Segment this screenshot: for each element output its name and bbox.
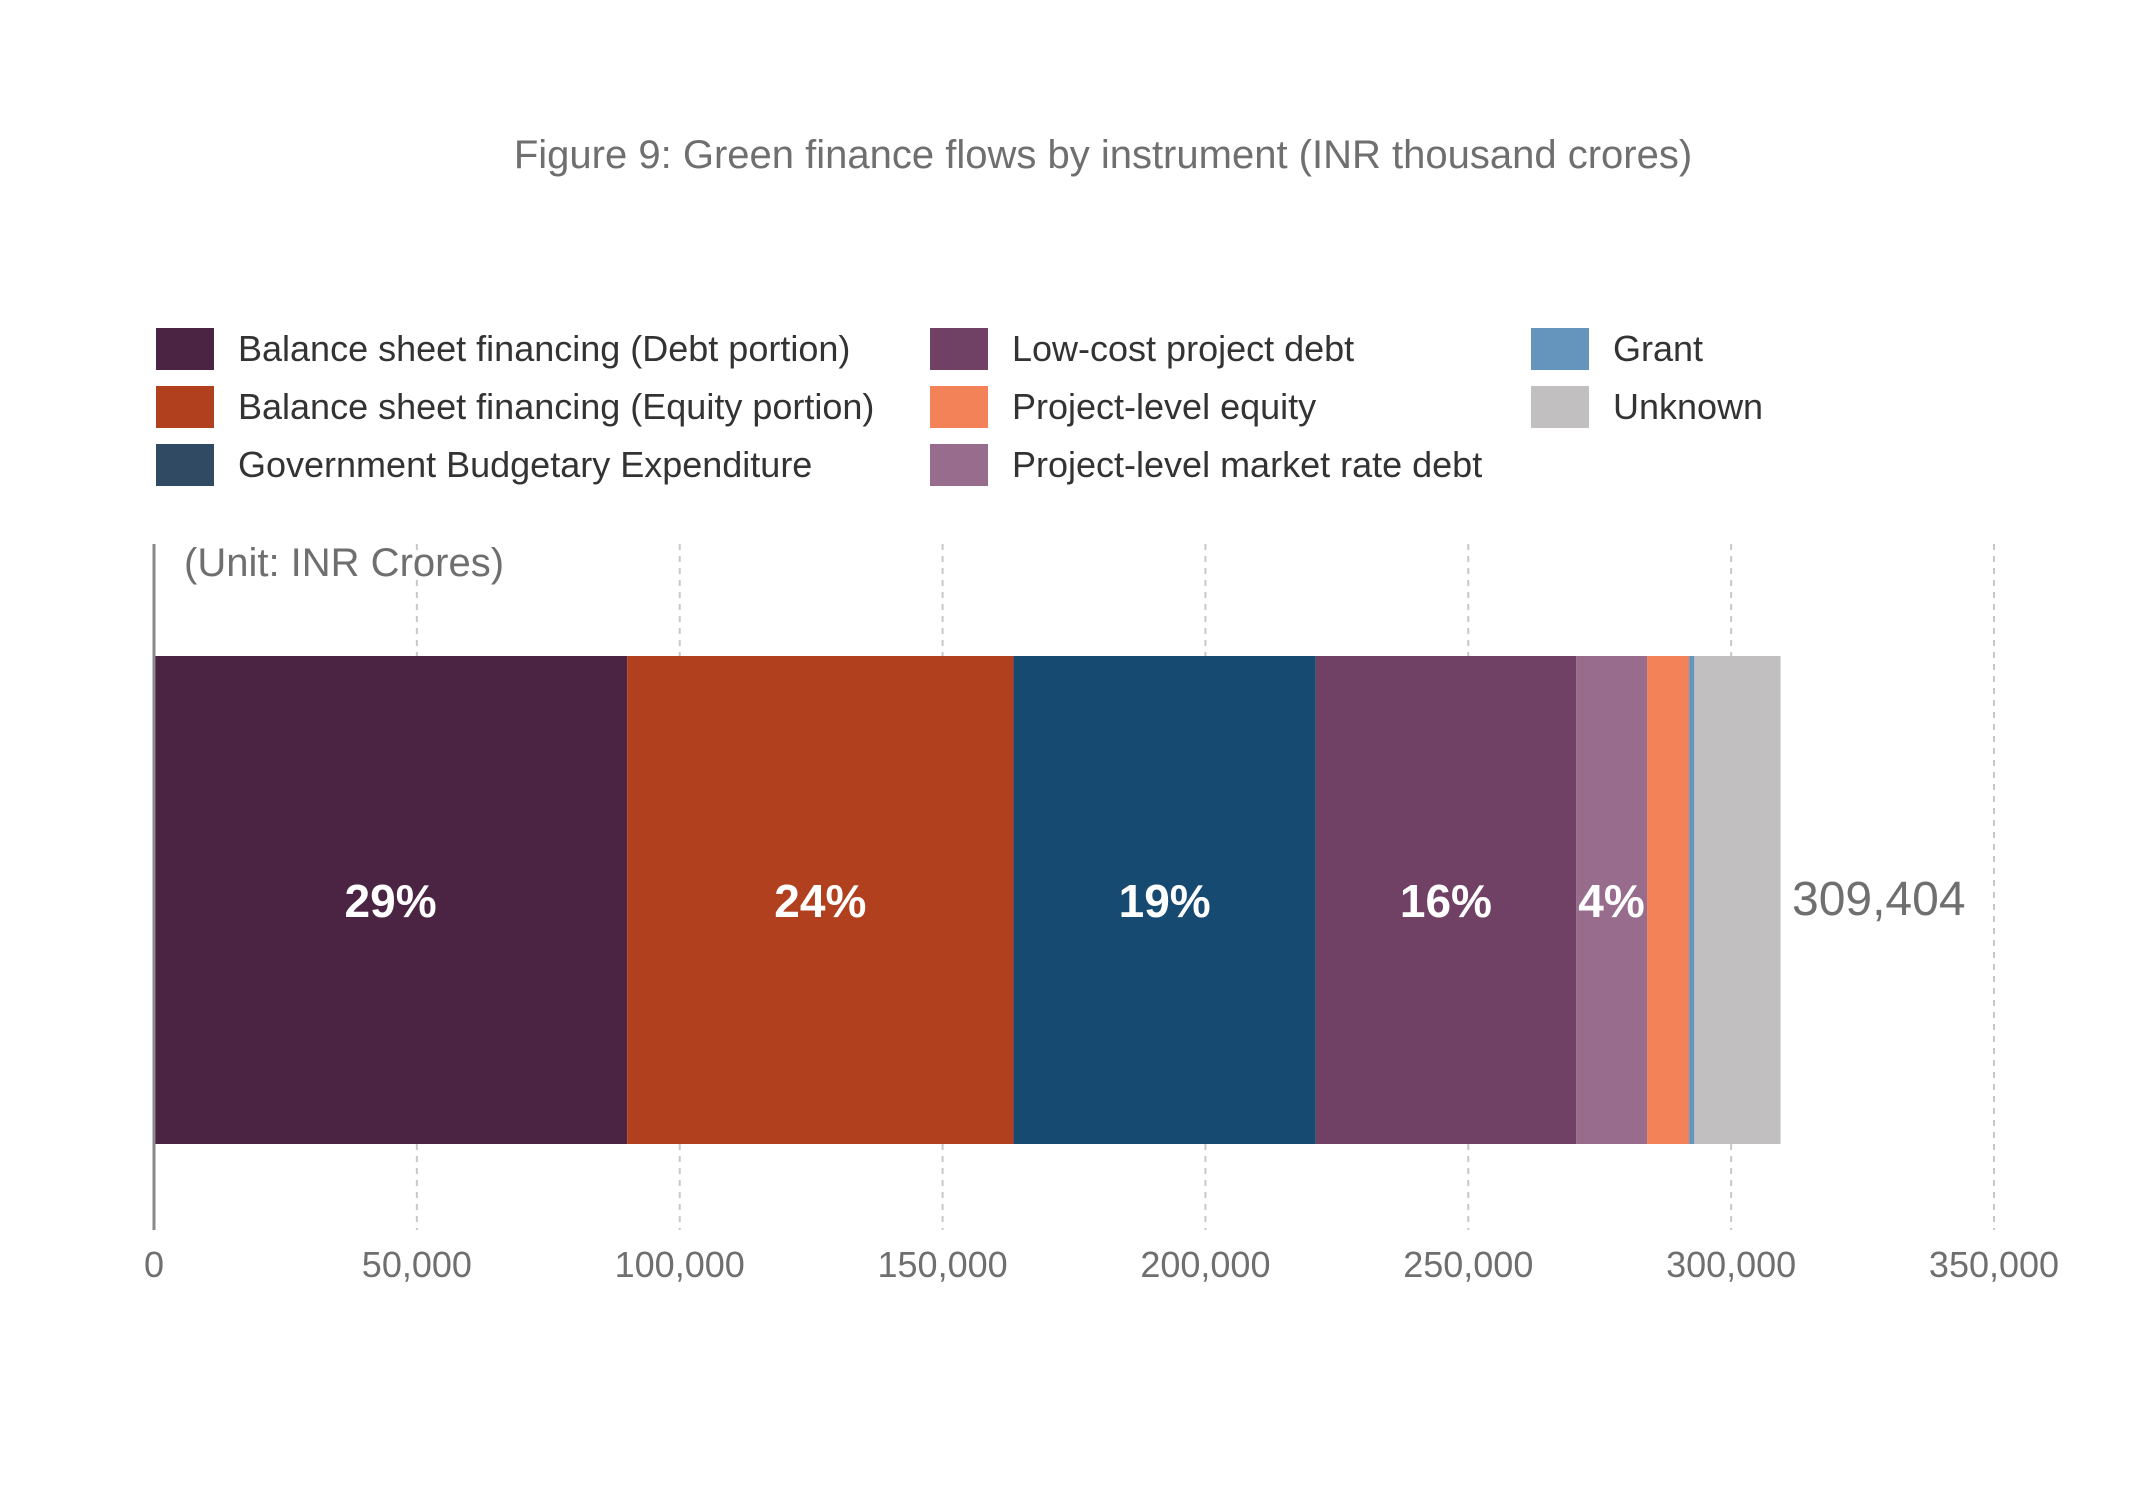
x-tick-label: 200,000 xyxy=(1140,1244,1270,1285)
x-tick-label: 50,000 xyxy=(362,1244,472,1285)
x-tick-label: 150,000 xyxy=(878,1244,1008,1285)
total-label: 309,404 xyxy=(1792,873,1966,926)
legend-label: Project-level equity xyxy=(1012,386,1316,427)
legend-item: Balance sheet financing (Debt portion) xyxy=(156,328,850,370)
unit-label: (Unit: INR Crores) xyxy=(184,541,504,585)
bar-segment xyxy=(1013,656,1316,1144)
legend-label: Government Budgetary Expenditure xyxy=(238,444,812,485)
legend-swatch xyxy=(156,328,214,370)
legend-swatch xyxy=(1531,386,1589,428)
bar-segment xyxy=(1315,656,1577,1144)
bar-segment xyxy=(1576,656,1648,1144)
bar-segment xyxy=(1647,656,1690,1144)
x-tick-label: 300,000 xyxy=(1666,1244,1796,1285)
bar-segment xyxy=(154,656,628,1144)
legend: Balance sheet financing (Debt portion) Ba… xyxy=(156,328,1763,486)
bar-segment xyxy=(627,656,1014,1144)
legend-swatch xyxy=(156,444,214,486)
legend-item: Project-level equity xyxy=(930,386,1316,428)
legend-label: Low-cost project debt xyxy=(1012,328,1354,369)
legend-label: Unknown xyxy=(1613,386,1763,427)
legend-swatch xyxy=(930,444,988,486)
legend-swatch xyxy=(1531,328,1589,370)
bar-segment xyxy=(1694,656,1781,1144)
legend-label: Grant xyxy=(1613,328,1703,369)
legend-item: Balance sheet financing (Equity portion) xyxy=(156,386,874,428)
bar-data-label: 4% xyxy=(1578,875,1644,927)
legend-item: Government Budgetary Expenditure xyxy=(156,444,812,486)
x-tick-label: 100,000 xyxy=(615,1244,745,1285)
legend-label: Project-level market rate debt xyxy=(1012,444,1482,485)
legend-swatch xyxy=(930,328,988,370)
legend-swatch xyxy=(156,386,214,428)
x-axis-ticks: 0 50,000 100,000 150,000 200,000 250,000 300,0… xyxy=(144,1244,2059,1285)
x-tick-label: 250,000 xyxy=(1403,1244,1533,1285)
bar-segment xyxy=(1689,656,1695,1144)
bar-labels: 29% 24% 19% 16% 4% xyxy=(345,875,1645,927)
bar-data-label: 16% xyxy=(1400,875,1492,927)
legend-swatch xyxy=(930,386,988,428)
legend-item: Unknown xyxy=(1531,386,1763,428)
legend-item: Grant xyxy=(1531,328,1703,370)
stacked-bar xyxy=(154,656,1781,1144)
legend-label: Balance sheet financing (Equity portion) xyxy=(238,386,874,427)
x-tick-label: 0 xyxy=(144,1244,164,1285)
x-tick-label: 350,000 xyxy=(1929,1244,2059,1285)
bar-data-label: 29% xyxy=(345,875,437,927)
legend-item: Project-level market rate debt xyxy=(930,444,1482,486)
chart-title: Figure 9: Green finance flows by instrum… xyxy=(514,133,1692,177)
bar-data-label: 24% xyxy=(774,875,866,927)
legend-item: Low-cost project debt xyxy=(930,328,1354,370)
bar-data-label: 19% xyxy=(1119,875,1211,927)
legend-label: Balance sheet financing (Debt portion) xyxy=(238,328,850,369)
